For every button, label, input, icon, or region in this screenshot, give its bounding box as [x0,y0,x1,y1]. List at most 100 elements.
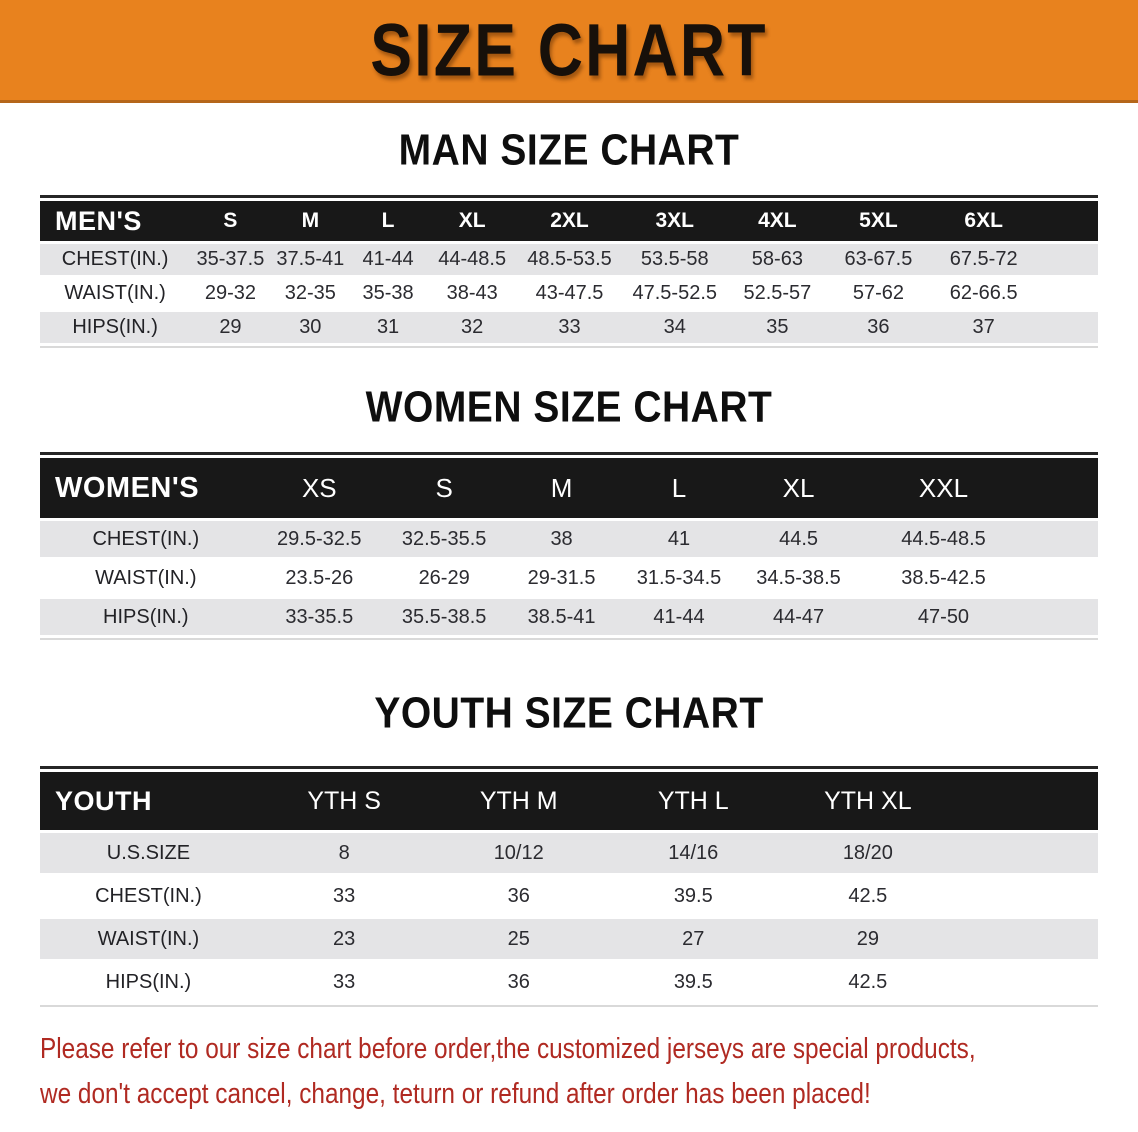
row-label: CHEST(IN.) [40,244,191,275]
size-table: YOUTH YTH S YTH M YTH L YTH XL U.S.SIZE 8 10/… [40,766,1098,1007]
size-value-cell: 33 [518,312,621,343]
size-value-cell: 44-47 [736,599,861,635]
size-value-cell: 44.5 [736,521,861,557]
filler-cell [1036,201,1098,241]
filler-cell [1026,458,1098,518]
size-value-cell: 42.5 [848,970,888,993]
table-header-row: MEN'S S M L XL 2XL 3XL 4XL 5XL 6XL [40,201,1098,241]
size-value-cell: 33 [333,970,356,993]
row-label: CHEST(IN.) [95,884,202,907]
size-value-cell: 34 [620,312,729,343]
filler-cell [955,772,1098,830]
size-value-cell: 42.5 [848,884,888,907]
size-value-cell: 31.5-34.5 [636,566,722,589]
section-title: WOMEN SIZE CHART [365,383,773,432]
section-title: MAN SIZE CHART [398,126,740,175]
column-header: XS [251,458,388,518]
column-header: 5XL [826,201,931,241]
page-title: SIZE CHART [370,8,768,92]
size-value-cell: 41-44 [349,244,427,275]
section-title: YOUTH SIZE CHART [374,689,764,738]
filler-cell [1037,278,1098,309]
filler-cell [1036,312,1098,343]
filler-cell [955,962,1098,1002]
column-header: S [190,201,271,241]
size-value-cell: 14/16 [606,833,781,873]
size-value-cell: 35-37.5 [190,244,271,275]
table-row: CHEST(IN.) 33 36 39.5 42.5 [40,876,1098,916]
size-value-cell: 33 [333,884,356,907]
size-value-cell: 35-38 [362,282,414,304]
column-header: 2XL [518,201,621,241]
column-header: XL [736,458,861,518]
column-header: 6XL [930,201,1037,241]
size-value-cell: 35.5-38.5 [387,599,502,635]
size-table: WOMEN'S XS S M L XL XXL CHEST(IN.) 29.5-32.5 32… [40,452,1098,640]
table-row: WAIST(IN.) 23.5-26 26-29 29-31.5 31.5-34.5 34… [40,560,1098,596]
size-value-cell: 38.5-42.5 [901,566,986,589]
size-value-cell: 34.5-38.5 [756,566,841,589]
row-label: HIPS(IN.) [105,970,192,993]
column-header: YTH XL [780,772,956,830]
size-value-cell: 33-35.5 [251,599,388,635]
row-label: HIPS(IN.) [40,312,191,343]
size-value-cell: 35 [728,312,827,343]
size-value-cell: 58-63 [728,244,827,275]
size-value-cell: 26-29 [418,566,470,589]
disclaimer-line-1: Please refer to our size chart before or… [40,1033,976,1065]
size-value-cell: 29-32 [204,282,257,304]
table-corner-label: MEN'S [40,201,191,241]
size-value-cell: 18/20 [780,833,956,873]
size-value-cell: 38-43 [446,282,498,304]
table-row: U.S.SIZE 8 10/12 14/16 18/20 [40,833,1098,873]
size-value-cell: 36 [507,970,530,993]
column-header: YTH S [256,772,432,830]
size-value-cell: 32.5-35.5 [387,521,502,557]
size-value-cell: 38 [501,521,622,557]
table-row: HIPS(IN.) 29 30 31 32 33 34 35 36 37 [40,312,1098,343]
row-label: CHEST(IN.) [40,521,252,557]
size-value-cell: 53.5-58 [620,244,729,275]
column-header: 3XL [620,201,729,241]
size-value-cell: 29 [190,312,271,343]
size-value-cell: 41 [621,521,737,557]
row-label: U.S.SIZE [40,833,257,873]
column-header: 4XL [728,201,827,241]
column-header: S [387,458,502,518]
table-row: HIPS(IN.) 33-35.5 35.5-38.5 38.5-41 41-44 44-… [40,599,1098,635]
size-value-cell: 41-44 [621,599,737,635]
size-value-cell: 36 [507,884,530,907]
size-value-cell: 29-31.5 [527,566,596,589]
size-value-cell: 27 [606,919,781,959]
column-header: XXL [860,458,1027,518]
size-section: WOMEN SIZE CHART WOMEN'S XS S M L XL XXL CHES… [0,383,1138,640]
size-value-cell: 47.5-52.5 [632,282,718,304]
column-header: M [501,458,622,518]
column-header: M [270,201,350,241]
size-value-cell: 39.5 [673,884,713,907]
row-label: WAIST(IN.) [40,919,257,959]
size-value-cell: 62-66.5 [949,282,1018,304]
filler-cell [955,919,1098,959]
table-corner-label: WOMEN'S [40,458,252,518]
table-row: CHEST(IN.) 29.5-32.5 32.5-35.5 38 41 44.5 44.5… [40,521,1098,557]
table-corner-label: YOUTH [40,772,257,830]
size-value-cell: 63-67.5 [826,244,931,275]
filler-cell [955,833,1098,873]
table-row: HIPS(IN.) 33 36 39.5 42.5 [40,962,1098,1002]
size-value-cell: 30 [270,312,350,343]
size-value-cell: 47-50 [860,599,1027,635]
table-row: CHEST(IN.) 35-37.5 37.5-41 41-44 44-48.5 48.5… [40,244,1098,275]
size-value-cell: 38.5-41 [501,599,622,635]
size-value-cell: 44.5-48.5 [860,521,1027,557]
row-label: WAIST(IN.) [64,282,166,304]
disclaimer: Please refer to our size chart before or… [40,1027,1138,1117]
size-value-cell: 43-47.5 [535,282,604,304]
size-section: YOUTH SIZE CHART YOUTH YTH S YTH M YTH L YT… [0,689,1138,1007]
table-row: WAIST(IN.) 29-32 32-35 35-38 38-43 43-47.5 47.… [40,278,1098,309]
size-value-cell: 52.5-57 [743,282,812,304]
filler-cell [1026,560,1098,596]
size-value-cell: 25 [431,919,606,959]
size-value-cell: 29 [780,919,956,959]
size-value-cell: 37.5-41 [270,244,350,275]
